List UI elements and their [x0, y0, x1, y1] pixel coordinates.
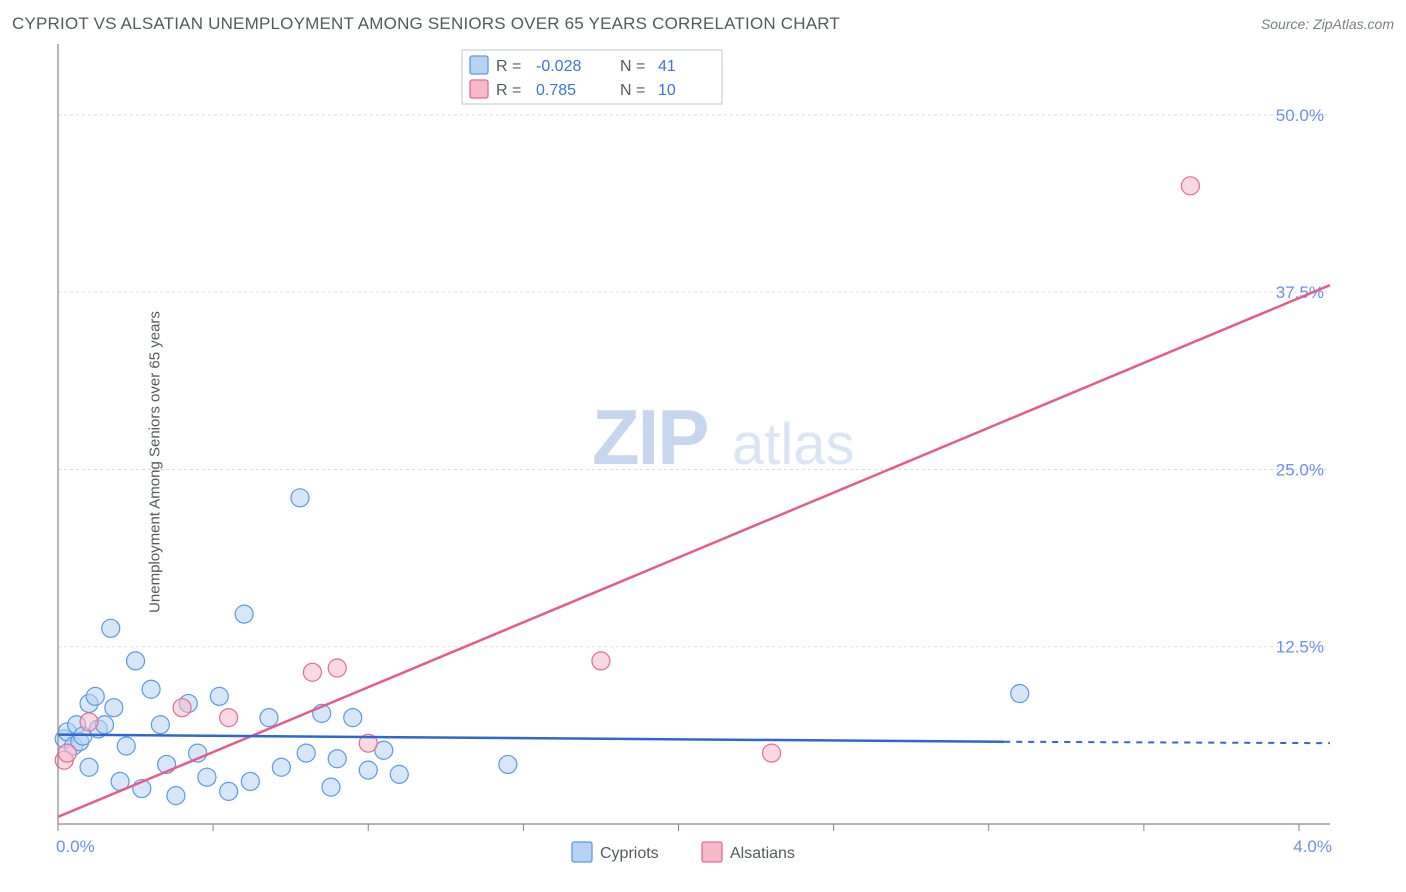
data-point	[1011, 685, 1029, 703]
data-point	[291, 489, 309, 507]
legend-r-value-a: -0.028	[536, 58, 581, 75]
scatter-chart-svg: 12.5% 25.0% 37.5% 50.0% ZIP atlas 0.0% 4.0% Cypr…	[12, 44, 1394, 880]
y-tick-label: 37.5%	[1276, 283, 1324, 302]
data-point	[344, 709, 362, 727]
chart-title: CYPRIOT VS ALSATIAN UNEMPLOYMENT AMONG S…	[12, 14, 840, 34]
data-point	[127, 652, 145, 670]
legend-top-swatch-a	[470, 56, 488, 74]
x-tick-label-min: 0.0%	[56, 837, 95, 856]
data-point	[58, 744, 76, 762]
data-point	[102, 619, 120, 637]
legend-label-alsatians: Alsatians	[730, 845, 795, 862]
data-point	[198, 768, 216, 786]
data-point	[117, 737, 135, 755]
data-point	[151, 716, 169, 734]
y-tick-label: 50.0%	[1276, 106, 1324, 125]
data-point	[592, 652, 610, 670]
data-point	[303, 663, 321, 681]
data-point	[359, 761, 377, 779]
y-tick-label: 25.0%	[1276, 460, 1324, 479]
legend-n-value-a: 41	[658, 58, 676, 75]
legend-swatch-cypriots	[572, 842, 592, 862]
legend-r-label: R =	[496, 58, 521, 75]
legend-n-value-b: 10	[658, 82, 676, 99]
data-point	[210, 687, 228, 705]
data-point	[96, 716, 114, 734]
y-axis-label: Unemployment Among Seniors over 65 years	[146, 311, 163, 613]
x-tick-label-max: 4.0%	[1293, 837, 1332, 856]
data-point	[390, 765, 408, 783]
legend-r-label: R =	[496, 82, 521, 99]
data-point	[105, 699, 123, 717]
legend-top-swatch-b	[470, 80, 488, 98]
data-point	[173, 699, 191, 717]
data-point	[86, 687, 104, 705]
data-point	[328, 750, 346, 768]
chart-area: Unemployment Among Seniors over 65 years…	[12, 44, 1394, 880]
regression-line-cypriots-extrapolated	[1004, 742, 1330, 743]
legend-n-label: N =	[620, 82, 645, 99]
data-point	[167, 787, 185, 805]
data-point	[297, 744, 315, 762]
data-point	[1181, 177, 1199, 195]
watermark-atlas: atlas	[732, 412, 855, 477]
data-point	[241, 772, 259, 790]
data-point	[322, 778, 340, 796]
data-point	[142, 680, 160, 698]
data-point	[272, 758, 290, 776]
data-point	[220, 782, 238, 800]
legend-n-label: N =	[620, 58, 645, 75]
watermark-zip: ZIP	[592, 393, 707, 481]
y-tick-label: 12.5%	[1276, 638, 1324, 657]
data-point	[80, 713, 98, 731]
data-point	[220, 709, 238, 727]
data-point	[328, 659, 346, 677]
data-point	[260, 709, 278, 727]
data-point	[80, 758, 98, 776]
legend-swatch-alsatians	[702, 842, 722, 862]
regression-line-cypriots	[58, 735, 1004, 742]
legend-label-cypriots: Cypriots	[600, 845, 659, 862]
chart-header: CYPRIOT VS ALSATIAN UNEMPLOYMENT AMONG S…	[12, 14, 1394, 34]
data-point	[763, 744, 781, 762]
source-attribution: Source: ZipAtlas.com	[1261, 16, 1394, 32]
legend-r-value-b: 0.785	[536, 82, 576, 99]
data-point	[499, 755, 517, 773]
data-point	[235, 605, 253, 623]
